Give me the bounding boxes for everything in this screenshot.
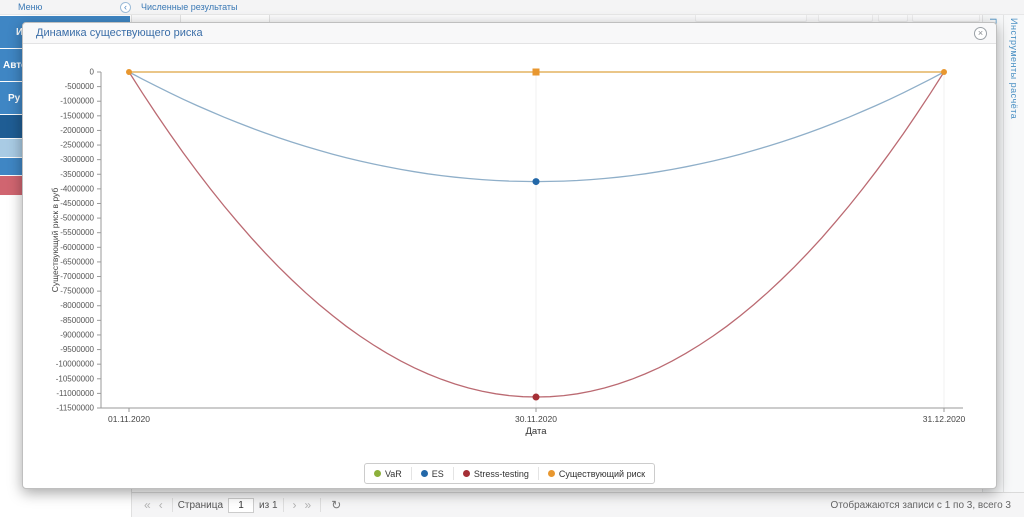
toolbar-separator: [282, 498, 284, 512]
toolbar-separator: [320, 498, 322, 512]
dialog-header[interactable]: Динамика существующего риска ×: [23, 23, 996, 44]
legend-dot-icon: [547, 470, 555, 477]
y-tick-label: -2500000: [60, 141, 94, 150]
x-tick-label: 01.11.2020: [108, 414, 150, 424]
x-axis-title: Дата: [525, 426, 547, 437]
data-point-endpoint: [941, 69, 947, 75]
y-axis-title: Существующий риск в руб: [50, 188, 60, 293]
y-tick-label: -11500000: [56, 404, 94, 413]
pagination-toolbar: « ‹ Страница из 1 › » ↻ Отображаются зап…: [131, 492, 1024, 517]
y-tick-label: -8500000: [60, 316, 94, 325]
close-icon[interactable]: ×: [974, 27, 987, 40]
data-point-endpoint: [126, 69, 132, 75]
legend-label: ES: [431, 468, 444, 479]
y-tick-label: -9500000: [60, 345, 94, 354]
menu-panel-title: Меню: [18, 2, 43, 12]
page-of-label: из 1: [259, 499, 278, 511]
y-tick-label: -1500000: [60, 111, 94, 120]
y-tick-label: -1000000: [60, 97, 94, 106]
page-number-input[interactable]: [228, 497, 255, 513]
y-tick-label: -4000000: [60, 184, 94, 193]
main-panel-title: Численные результаты: [141, 2, 238, 12]
y-tick-label: -8000000: [60, 301, 94, 310]
x-tick-label: 30.11.2020: [515, 414, 557, 424]
legend-dot-icon: [420, 470, 428, 477]
legend-label: Stress-testing: [473, 468, 529, 479]
legend-item-ES[interactable]: ES: [410, 467, 453, 480]
right-tab-tools[interactable]: ‹ Инструменты расчёта: [1003, 0, 1024, 517]
y-tick-label: -4500000: [60, 199, 94, 208]
legend-label: Существующий риск: [558, 468, 646, 479]
legend-item-VaR[interactable]: VaR: [365, 467, 411, 480]
data-point-Существующий риск: [532, 68, 540, 76]
records-status: Отображаются записи с 1 по 3, всего 3: [830, 499, 1011, 511]
top-bar: Меню ‹ Численные результаты: [0, 0, 1024, 15]
y-tick-label: -3000000: [60, 155, 94, 164]
prev-page-icon[interactable]: ‹: [158, 498, 163, 512]
y-tick-label: -5500000: [60, 228, 94, 237]
y-tick-label: -6500000: [60, 257, 94, 266]
y-tick-label: -9000000: [60, 330, 94, 339]
collapse-menu-icon[interactable]: ‹: [120, 2, 131, 13]
refresh-icon[interactable]: ↻: [331, 498, 342, 512]
data-point-ES: [532, 178, 540, 186]
y-tick-label: -6000000: [60, 243, 94, 252]
legend-label: VaR: [384, 468, 402, 479]
dialog-title: Динамика существующего риска: [36, 27, 203, 39]
y-tick-label: -10000000: [56, 360, 95, 369]
legend-dot-icon: [462, 470, 470, 477]
legend-dot-icon: [373, 470, 381, 477]
legend-item-Существующий риск[interactable]: Существующий риск: [537, 467, 654, 480]
last-page-icon[interactable]: »: [304, 498, 312, 512]
y-tick-label: -5000000: [60, 214, 94, 223]
y-tick-label: -10500000: [56, 374, 95, 383]
right-tab-tools-label: Инструменты расчёта: [1009, 18, 1019, 120]
y-tick-label: -2000000: [60, 126, 94, 135]
y-tick-label: -500000: [65, 82, 95, 91]
risk-dynamics-dialog: Динамика существующего риска × 0 -500000 -…: [22, 22, 997, 489]
toolbar-separator: [171, 498, 173, 512]
first-page-icon[interactable]: «: [144, 498, 151, 512]
next-page-icon[interactable]: ›: [292, 498, 297, 512]
legend-item-Stress-testing[interactable]: Stress-testing: [452, 467, 538, 480]
y-tick-label: -3500000: [60, 170, 94, 179]
y-tick-label: -11000000: [56, 389, 94, 398]
y-tick-label: -7000000: [60, 272, 94, 281]
y-tick-label: -7500000: [60, 287, 94, 296]
y-tick-label: 0: [90, 68, 95, 77]
risk-line-chart: 0 -500000 -1000000 -1500000 -2000000 -2500000…: [50, 68, 966, 438]
page-label: Страница: [177, 499, 224, 511]
x-tick-label: 31.12.2020: [923, 414, 966, 424]
chart-legend: VaR ES Stress-testing Существующий риск: [23, 463, 996, 484]
data-point-Stress-testing: [532, 393, 540, 401]
